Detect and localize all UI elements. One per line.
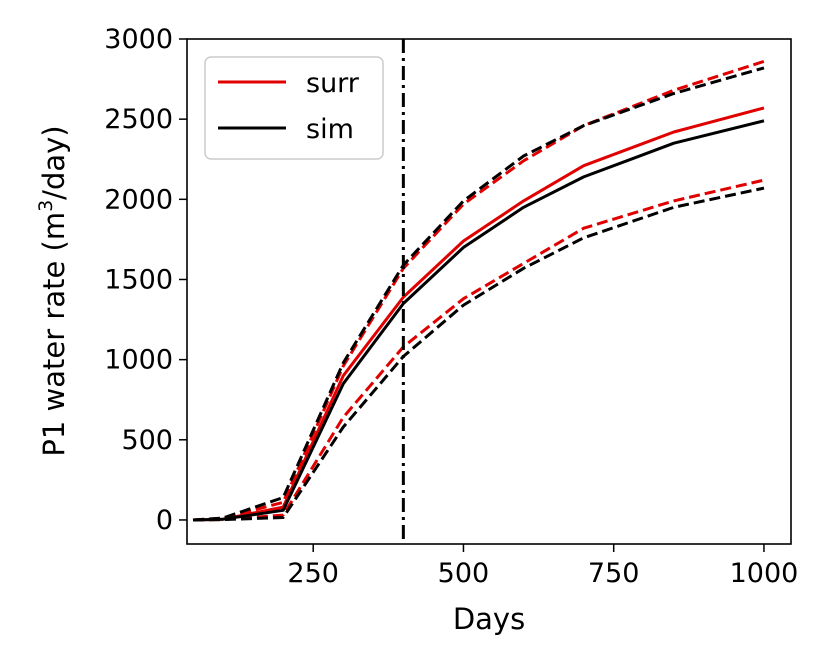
y-axis-title-tail: /day) <box>37 125 71 199</box>
x-tick-label: 250 <box>287 558 339 589</box>
legend: surr sim <box>204 56 384 160</box>
x-axis-title: Days <box>453 602 525 636</box>
series-line-surr <box>192 106 765 522</box>
legend-label-sim: sim <box>306 114 354 145</box>
y-axis-title-main: P1 water rate (m <box>37 212 71 457</box>
series-line-sim-upper <box>192 66 765 522</box>
y-tick-label: 1000 <box>104 345 173 376</box>
legend-label-surr: surr <box>306 68 360 99</box>
y-tick-label: 1500 <box>104 264 173 295</box>
y-tick-label: 2500 <box>104 104 173 135</box>
x-tick-label: 750 <box>588 558 640 589</box>
y-axis-title: P1 water rate (m3/day) <box>35 125 71 456</box>
y-tick-label: 0 <box>156 505 173 536</box>
y-tick-label: 2000 <box>104 184 173 215</box>
y-axis-title-sup: 3 <box>35 200 57 212</box>
x-tick-label: 500 <box>438 558 490 589</box>
x-tick-label: 1000 <box>730 558 799 589</box>
y-tick-label: 3000 <box>104 24 173 55</box>
plot-frame <box>186 38 792 545</box>
y-tick-label: 500 <box>121 425 173 456</box>
series-line-surr-lower <box>192 178 765 522</box>
series-line-sim <box>192 119 765 522</box>
